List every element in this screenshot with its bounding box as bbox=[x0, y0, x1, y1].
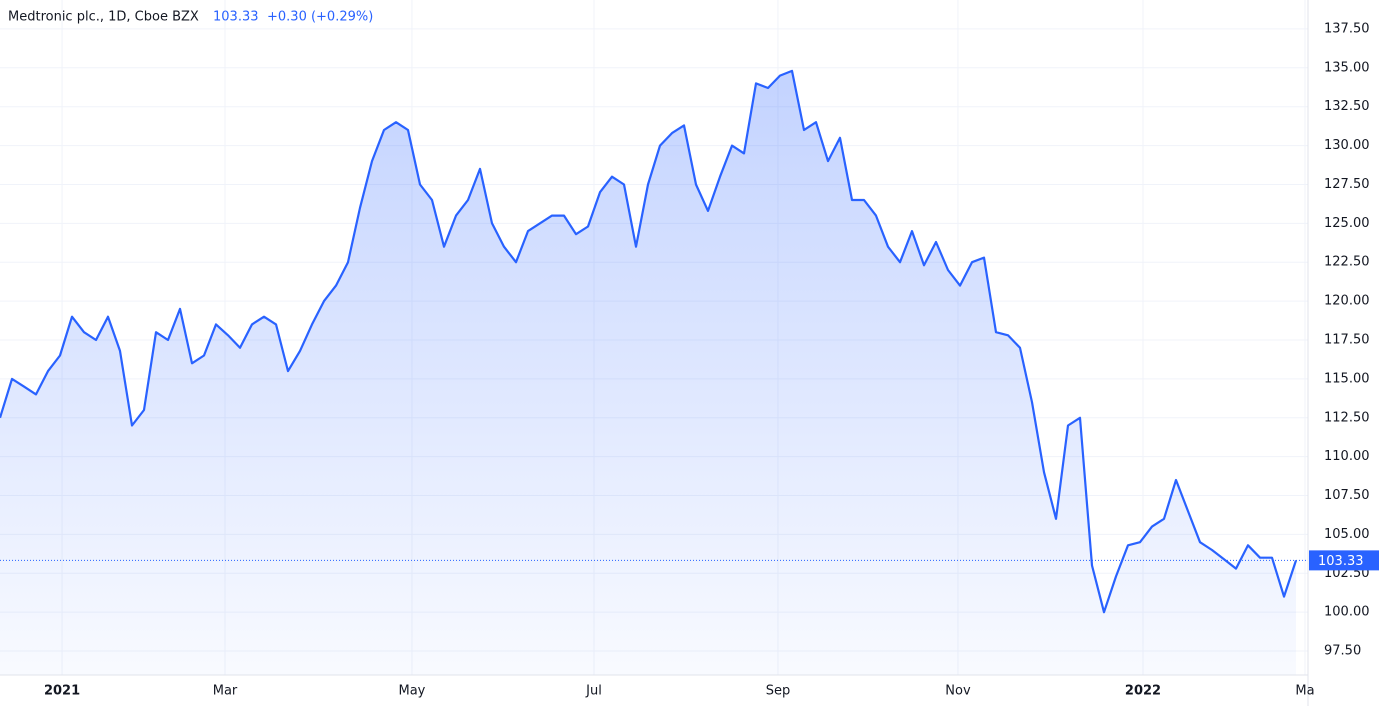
plot bbox=[0, 69, 1308, 675]
y-tick-label: 135.00 bbox=[1324, 60, 1370, 75]
header-change: +0.30 (+0.29%) bbox=[267, 10, 373, 25]
y-tick-label: 125.00 bbox=[1324, 216, 1370, 231]
y-tick-label: 115.00 bbox=[1324, 371, 1370, 386]
y-tick-label: 112.50 bbox=[1324, 410, 1370, 425]
axes: 97.50100.00102.50105.00107.50110.00112.5… bbox=[44, 21, 1379, 699]
y-tick-label: 110.00 bbox=[1324, 449, 1370, 464]
y-tick-label: 105.00 bbox=[1324, 527, 1370, 542]
x-tick-label: May bbox=[399, 684, 426, 699]
y-tick-label: 100.00 bbox=[1324, 605, 1370, 620]
x-tick-label: Nov bbox=[945, 684, 971, 699]
last-price-label: 103.33 bbox=[1318, 554, 1364, 569]
y-tick-label: 122.50 bbox=[1324, 255, 1370, 270]
x-tick-label: Ma bbox=[1295, 684, 1314, 699]
price-line bbox=[0, 69, 1298, 614]
series bbox=[0, 69, 1298, 675]
y-tick-label: 120.00 bbox=[1324, 294, 1370, 309]
symbol-title: Medtronic plc., 1D, Cboe BZX bbox=[8, 10, 199, 25]
x-tick-label: Sep bbox=[766, 684, 791, 699]
y-tick-label: 97.50 bbox=[1324, 644, 1361, 659]
area-fill bbox=[0, 70, 1296, 675]
x-tick-label: Mar bbox=[213, 684, 238, 699]
y-tick-label: 117.50 bbox=[1324, 332, 1370, 347]
y-tick-label: 130.00 bbox=[1324, 138, 1370, 153]
y-tick-label: 137.50 bbox=[1324, 21, 1370, 36]
header-price: 103.33 bbox=[213, 10, 259, 25]
y-tick-label: 132.50 bbox=[1324, 99, 1370, 114]
x-tick-label: 2022 bbox=[1125, 684, 1161, 699]
y-tick-label: 107.50 bbox=[1324, 488, 1370, 503]
x-tick-label: Jul bbox=[585, 684, 602, 699]
y-tick-label: 127.50 bbox=[1324, 177, 1370, 192]
x-tick-label: 2021 bbox=[44, 684, 80, 699]
last-price-tag bbox=[1309, 550, 1379, 571]
